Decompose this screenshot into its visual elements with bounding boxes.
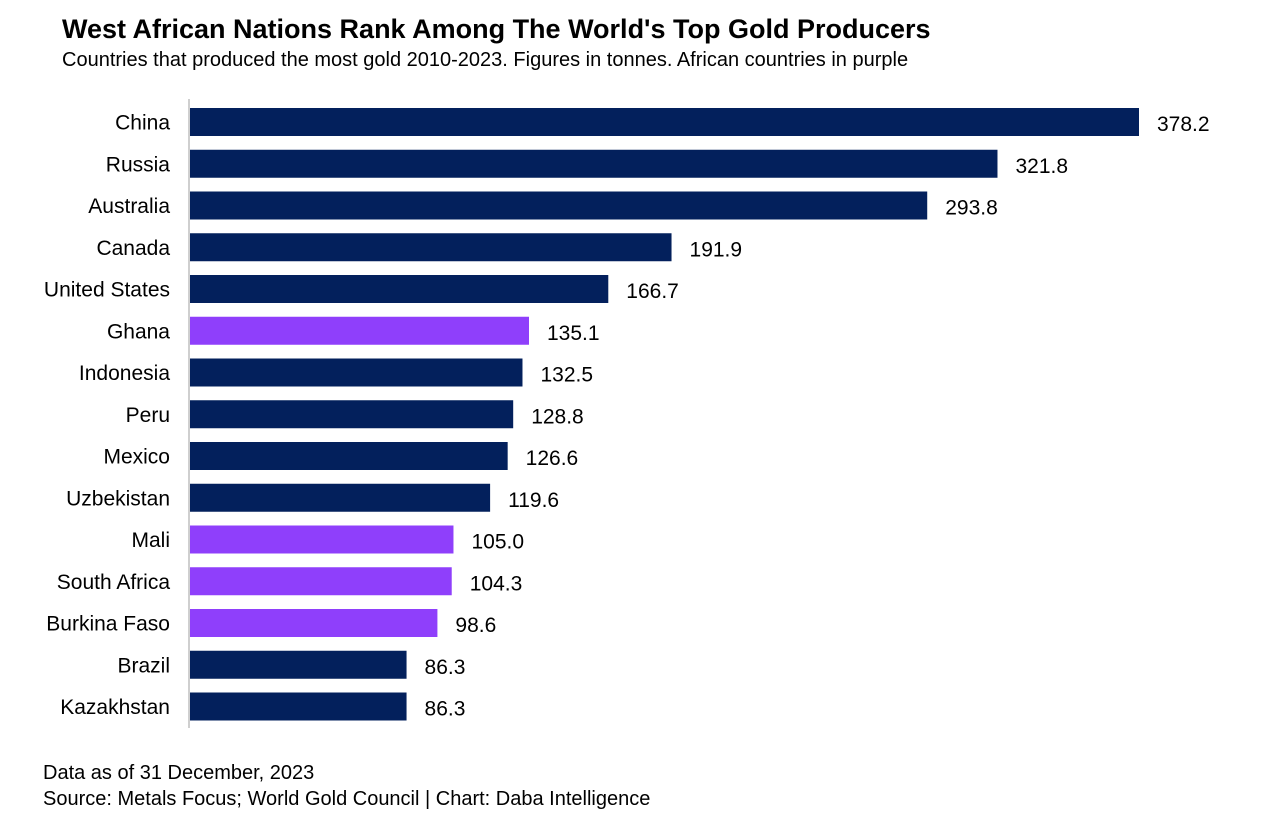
- value-label-russia: 321.8: [1015, 155, 1068, 178]
- value-label-kazakhstan: 86.3: [425, 698, 466, 721]
- category-label-burkina-faso: Burkina Faso: [46, 613, 170, 636]
- bar-kazakhstan: [190, 692, 407, 721]
- category-label-united-states: United States: [44, 279, 170, 302]
- bar-mali: [190, 525, 454, 554]
- bar-brazil: [190, 650, 407, 679]
- bar-russia: [190, 149, 998, 178]
- category-label-mexico: Mexico: [103, 446, 170, 469]
- category-label-brazil: Brazil: [117, 654, 170, 677]
- chart-subtitle: Countries that produced the most gold 20…: [62, 49, 909, 71]
- value-label-peru: 128.8: [531, 405, 584, 428]
- bar-united-states: [190, 275, 609, 303]
- category-label-south-africa: South Africa: [57, 571, 171, 594]
- bar-china: [190, 108, 1139, 136]
- value-label-south-africa: 104.3: [470, 572, 523, 595]
- chart-title: West African Nations Rank Among The Worl…: [62, 14, 931, 44]
- category-label-ghana: Ghana: [107, 320, 170, 343]
- category-label-uzbekistan: Uzbekistan: [66, 487, 170, 510]
- bar-canada: [190, 233, 672, 262]
- bar-peru: [190, 400, 514, 429]
- category-label-china: China: [115, 112, 170, 135]
- value-label-brazil: 86.3: [425, 656, 466, 679]
- category-label-canada: Canada: [96, 237, 170, 260]
- bar-burkina-faso: [190, 609, 438, 637]
- category-label-mali: Mali: [131, 529, 170, 552]
- value-label-australia: 293.8: [945, 197, 998, 220]
- footnote-date: Data as of 31 December, 2023: [43, 762, 315, 784]
- value-label-united-states: 166.7: [626, 280, 679, 303]
- value-label-uzbekistan: 119.6: [508, 489, 559, 512]
- category-label-russia: Russia: [106, 153, 171, 176]
- value-label-ghana: 135.1: [547, 322, 600, 345]
- category-label-australia: Australia: [88, 195, 170, 218]
- value-label-china: 378.2: [1157, 113, 1210, 136]
- footnote-source: Source: Metals Focus; World Gold Council…: [43, 788, 651, 810]
- category-label-indonesia: Indonesia: [79, 362, 170, 385]
- category-label-peru: Peru: [126, 404, 170, 427]
- bar-south-africa: [190, 567, 452, 596]
- bar-ghana: [190, 316, 529, 345]
- value-label-mali: 105.0: [471, 531, 524, 554]
- value-label-indonesia: 132.5: [540, 364, 593, 387]
- bar-australia: [190, 191, 928, 220]
- value-label-canada: 191.9: [690, 238, 743, 261]
- value-label-burkina-faso: 98.6: [455, 614, 496, 637]
- chart-marks: China 378.2 Russia 321.8 Australia 293.8 Canad…: [44, 108, 1210, 721]
- bar-uzbekistan: [190, 483, 491, 512]
- value-label-mexico: 126.6: [526, 447, 579, 470]
- category-label-kazakhstan: Kazakhstan: [60, 696, 170, 719]
- bar-indonesia: [190, 358, 523, 387]
- bar-mexico: [190, 442, 508, 470]
